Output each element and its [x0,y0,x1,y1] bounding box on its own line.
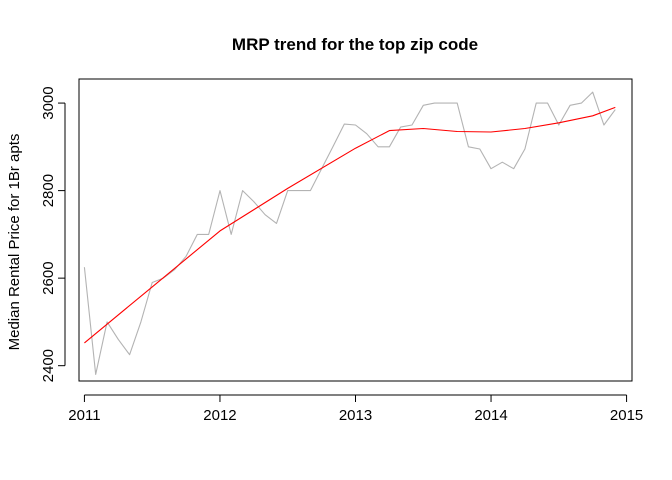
y-tick-label: 3000 [40,86,57,119]
x-tick-label: 2014 [474,407,507,424]
y-axis: 2400 2600 2800 3000 [40,86,66,382]
x-axis: 2011 2012 2013 2014 2015 [68,394,643,424]
plot-area-border [78,78,633,382]
x-tick-label: 2011 [68,407,100,424]
chart-title: MRP trend for the top zip code [232,35,478,54]
x-tick-label: 2015 [610,407,643,424]
x-tick-label: 2012 [203,407,236,424]
y-axis-label: Median Rental Price for 1Br apts [6,134,23,351]
y-tick-label: 2800 [40,174,57,207]
series-layer [83,91,616,375]
y-tick-label: 2600 [40,261,57,294]
raw-series-line [83,91,616,375]
x-tick-label: 2013 [339,407,372,424]
y-tick-label: 2400 [40,349,57,382]
trend-line [84,106,616,344]
